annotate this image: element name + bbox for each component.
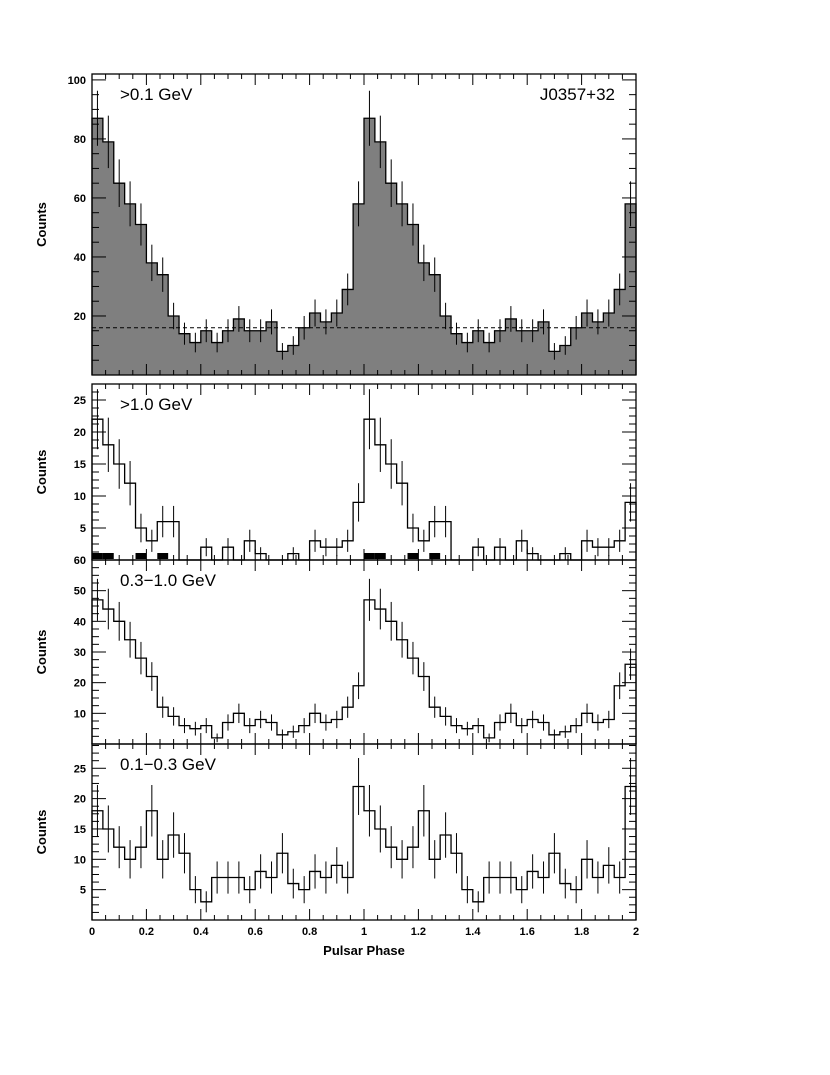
y-tick-label: 20 — [74, 427, 86, 439]
histogram-line — [91, 117, 637, 375]
x-tick-label: 0.8 — [302, 926, 317, 938]
x-tick-label: 1 — [361, 926, 367, 938]
marked-bin — [135, 553, 147, 559]
y-tick-label: 40 — [74, 616, 86, 628]
x-tick-label: 1.2 — [411, 926, 426, 938]
energy-band-label: 0.1−0.3 GeV — [120, 755, 217, 774]
marked-bin — [102, 553, 114, 559]
histogram-line — [91, 599, 637, 744]
x-tick-label: 1.6 — [520, 926, 535, 938]
histogram-fill — [92, 118, 636, 375]
x-tick-label: 1.4 — [465, 926, 481, 938]
x-axis-title: Pulsar Phase — [323, 943, 405, 958]
panel-p1: 20 40 60 80 100 Counts >0.1 GeV J0357+32 — [34, 73, 637, 376]
y-axis-title: Counts — [34, 202, 49, 247]
marked-bin — [92, 553, 103, 559]
energy-band-label: 0.3−1.0 GeV — [120, 571, 217, 590]
y-tick-label: 50 — [74, 586, 86, 598]
y-tick-label: 10 — [74, 708, 86, 720]
panel-p3: 10 20 30 40 50 60 Counts 0.3−1.0 GeV — [34, 555, 637, 745]
y-axis-title: Counts — [34, 810, 49, 855]
y-tick-label: 20 — [74, 794, 86, 806]
marked-bin — [157, 553, 169, 559]
marked-bin — [374, 553, 386, 559]
panel-p2: 5 10 15 20 25 Counts >1.0 GeV — [34, 383, 637, 561]
y-tick-label: 30 — [74, 647, 86, 659]
x-tick-label: 0.2 — [139, 926, 154, 938]
histogram-line — [91, 785, 637, 920]
y-tick-label: 20 — [74, 311, 86, 323]
marked-bin — [407, 553, 419, 559]
energy-band-label: >1.0 GeV — [120, 395, 193, 414]
histogram-line — [91, 418, 637, 561]
marked-bin — [429, 553, 441, 559]
y-tick-label: 20 — [74, 678, 86, 690]
y-tick-label: 5 — [80, 523, 86, 535]
x-tick-label: 1.8 — [574, 926, 589, 938]
y-tick-label: 80 — [74, 134, 86, 146]
source-name-label: J0357+32 — [540, 85, 615, 104]
y-tick-label: 100 — [68, 75, 86, 87]
y-tick-label: 10 — [74, 491, 86, 503]
y-tick-label: 40 — [74, 252, 86, 264]
energy-band-label: >0.1 GeV — [120, 85, 193, 104]
x-tick-label: 0 — [89, 926, 95, 938]
panel-p4: 5 10 15 20 25 Counts 0.1−0.3 GeV 0 0.2 0.4 0.6 0.8 1… — [34, 743, 639, 938]
x-tick-label: 0.4 — [193, 926, 209, 938]
y-tick-label: 15 — [74, 459, 86, 471]
marked-bin — [364, 553, 375, 559]
y-tick-label: 25 — [74, 395, 86, 407]
y-tick-label: 60 — [74, 555, 86, 567]
y-axis-title: Counts — [34, 630, 49, 675]
y-tick-label: 15 — [74, 824, 86, 836]
x-tick-label: 2 — [633, 926, 639, 938]
y-tick-label: 5 — [80, 885, 86, 897]
y-tick-label: 60 — [74, 193, 86, 205]
y-tick-label: 25 — [74, 763, 86, 775]
y-axis-title: Counts — [34, 450, 49, 495]
x-tick-label: 0.6 — [248, 926, 263, 938]
y-tick-label: 10 — [74, 854, 86, 866]
